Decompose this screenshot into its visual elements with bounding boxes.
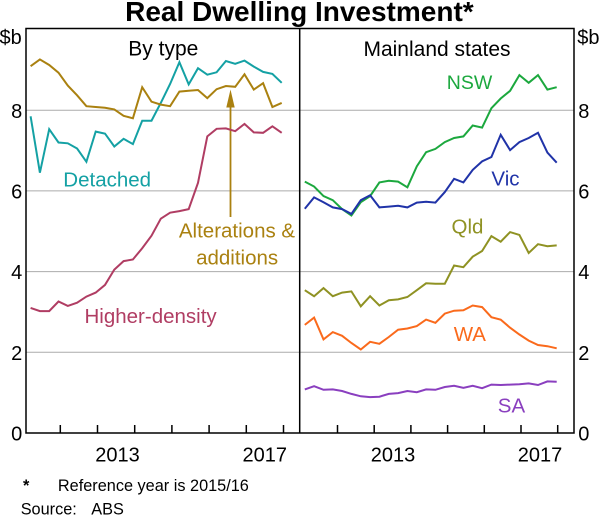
svg-text:2: 2 (578, 343, 589, 365)
svg-text:$b: $b (0, 27, 22, 49)
svg-text:*: * (23, 477, 30, 495)
svg-text:8: 8 (11, 101, 22, 123)
svg-text:Qld: Qld (452, 216, 484, 239)
svg-text:Alterations &: Alterations & (179, 219, 296, 242)
svg-text:2017: 2017 (243, 444, 288, 466)
svg-text:6: 6 (11, 182, 22, 204)
svg-text:Source:: Source: (21, 500, 77, 517)
svg-text:$b: $b (577, 27, 599, 49)
svg-text:additions: additions (196, 247, 278, 270)
svg-text:8: 8 (578, 101, 589, 123)
svg-text:0: 0 (578, 424, 589, 446)
svg-text:Real Dwelling Investment*: Real Dwelling Investment* (125, 0, 474, 27)
svg-text:ABS: ABS (91, 500, 124, 517)
svg-text:4: 4 (578, 262, 589, 284)
svg-text:By type: By type (128, 37, 198, 60)
svg-text:Higher-density: Higher-density (85, 305, 218, 328)
svg-text:NSW: NSW (447, 72, 493, 94)
svg-text:Vic: Vic (491, 167, 519, 190)
svg-text:Reference year is 2015/16: Reference year is 2015/16 (58, 477, 249, 495)
svg-text:6: 6 (578, 182, 589, 204)
svg-text:0: 0 (11, 424, 22, 446)
svg-text:2: 2 (11, 343, 22, 365)
svg-text:4: 4 (11, 262, 22, 284)
svg-text:2013: 2013 (371, 444, 416, 466)
svg-text:Detached: Detached (63, 169, 151, 192)
svg-text:WA: WA (454, 323, 487, 346)
svg-text:2017: 2017 (518, 444, 563, 466)
svg-text:2013: 2013 (95, 444, 140, 466)
svg-text:Mainland states: Mainland states (363, 38, 510, 61)
svg-text:SA: SA (498, 394, 526, 417)
